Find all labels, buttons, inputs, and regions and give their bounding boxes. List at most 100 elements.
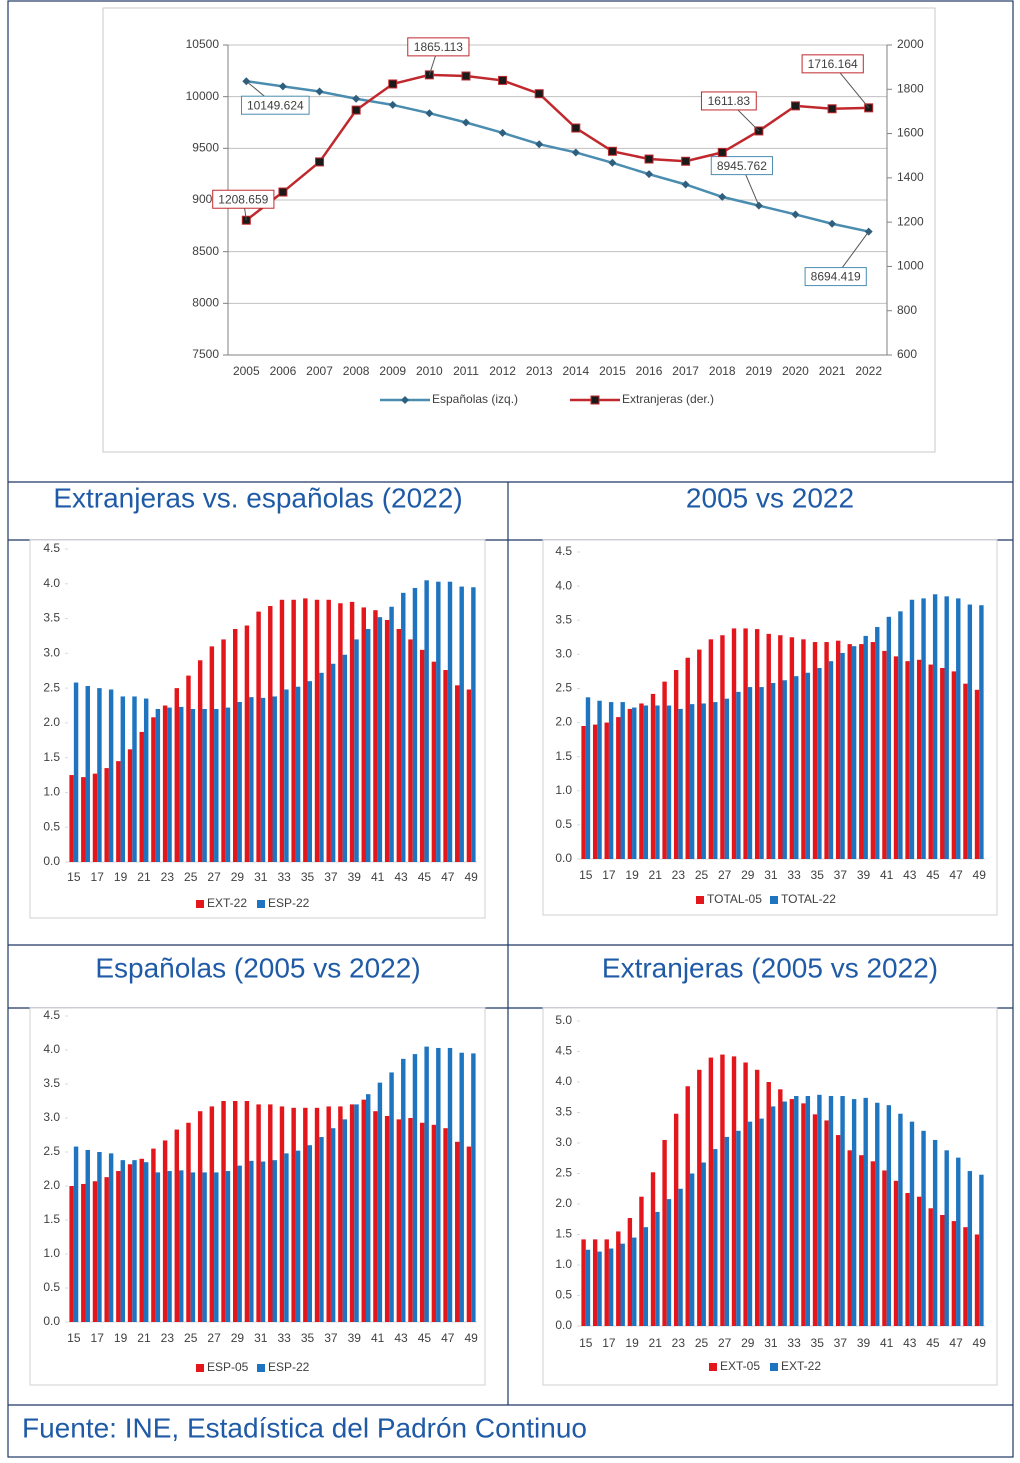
- bar: [197, 1111, 203, 1322]
- section-header: Extranjeras vs. españolas (2022): [53, 482, 462, 513]
- y2-tick-label: 1000: [897, 259, 924, 273]
- x-tick-label: 2007: [306, 364, 333, 378]
- bar: [272, 696, 277, 862]
- bar: [143, 698, 149, 862]
- bar: [685, 1086, 690, 1326]
- bar: [291, 1107, 296, 1322]
- x-tick-label: 43: [394, 870, 408, 884]
- bar: [424, 580, 429, 862]
- bar: [944, 1150, 949, 1326]
- bar: [307, 1145, 312, 1322]
- legend-swatch: [770, 1363, 778, 1371]
- x-tick-label: 2016: [636, 364, 663, 378]
- y2-tick-label: 2000: [897, 37, 924, 51]
- bar: [851, 646, 857, 859]
- bar: [921, 598, 926, 859]
- y2-tick-label: 1600: [897, 126, 924, 140]
- data-label: 1611.83: [708, 94, 751, 108]
- bar: [295, 1150, 301, 1322]
- bar: [431, 1124, 437, 1322]
- bar: [835, 1135, 841, 1326]
- bar: [673, 1113, 679, 1326]
- label-box: [241, 95, 310, 115]
- bar: [73, 1146, 79, 1322]
- bar: [581, 1239, 586, 1326]
- x-tick-label: 45: [418, 870, 432, 884]
- x-tick-label: 25: [695, 868, 709, 882]
- legend-label: EXT-22: [207, 896, 247, 910]
- data-label: 8694.419: [811, 270, 861, 284]
- y-tick-label: 4.0: [43, 576, 60, 590]
- bar: [443, 1128, 448, 1322]
- bar: [951, 671, 957, 859]
- footer: Fuente: INE, Estadística del Padrón Cont…: [22, 1412, 587, 1443]
- bar: [155, 1172, 161, 1322]
- bar: [963, 1227, 968, 1326]
- y-tick-label: 2.0: [555, 1196, 572, 1210]
- x-tick-label: 29: [231, 870, 245, 884]
- bar: [689, 1173, 695, 1326]
- bar: [824, 1120, 829, 1326]
- bar: [620, 1243, 625, 1326]
- bar: [408, 639, 413, 862]
- bar: [608, 702, 614, 859]
- section-header: Españolas (2005 vs 2022): [95, 952, 420, 983]
- bar: [361, 1099, 366, 1322]
- bar: [97, 688, 102, 862]
- data-label: 1716.164: [808, 57, 858, 71]
- x-tick-label: 45: [418, 1331, 432, 1345]
- x-tick-label: 2005: [233, 364, 260, 378]
- bar: [708, 1057, 714, 1326]
- bar: [92, 773, 98, 862]
- bar: [214, 1172, 219, 1322]
- bar: [882, 1170, 887, 1326]
- legend-label: TOTAL-22: [781, 892, 836, 906]
- bar: [662, 1139, 667, 1326]
- y-tick-label: 4.0: [555, 1074, 572, 1088]
- marker: [681, 156, 691, 166]
- bar: [650, 1172, 656, 1326]
- x-tick-label: 33: [787, 1336, 801, 1350]
- x-tick-label: 2011: [453, 364, 479, 378]
- x-tick-label: 2013: [526, 364, 553, 378]
- bar: [338, 1106, 343, 1322]
- x-tick-label: 17: [91, 870, 105, 884]
- bar: [909, 599, 915, 859]
- x-tick-label: 33: [278, 870, 292, 884]
- x-tick-label: 27: [207, 870, 221, 884]
- legend-swatch: [770, 896, 778, 904]
- bar: [412, 587, 418, 862]
- bar: [256, 611, 261, 862]
- bar: [384, 1115, 390, 1322]
- bar: [97, 1152, 102, 1322]
- x-tick-label: 35: [811, 868, 825, 882]
- x-tick-label: 2021: [819, 364, 846, 378]
- marker: [571, 123, 581, 133]
- bar: [233, 1101, 238, 1322]
- bar: [447, 581, 453, 862]
- label-box: [804, 267, 867, 287]
- y-tick-label: 7500: [192, 347, 219, 361]
- x-tick-label: 37: [834, 1336, 848, 1350]
- x-tick-label: 37: [324, 870, 338, 884]
- bar: [898, 1113, 903, 1326]
- marker: [351, 105, 361, 115]
- bar: [174, 1129, 180, 1322]
- bar: [342, 1119, 348, 1322]
- bar: [604, 1239, 609, 1326]
- bar: [354, 1104, 359, 1322]
- bar: [747, 1121, 753, 1326]
- bar: [167, 707, 172, 862]
- bar: [701, 703, 706, 859]
- bar: [731, 1056, 737, 1326]
- x-tick-label: 2019: [746, 364, 773, 378]
- x-tick-label: 41: [371, 1331, 385, 1345]
- bar: [731, 628, 737, 859]
- bar: [424, 1046, 429, 1322]
- bar: [886, 616, 892, 859]
- bar: [592, 1239, 598, 1326]
- bar: [389, 1072, 394, 1322]
- bar: [396, 1119, 402, 1322]
- bar: [272, 1160, 277, 1322]
- bar: [116, 761, 121, 862]
